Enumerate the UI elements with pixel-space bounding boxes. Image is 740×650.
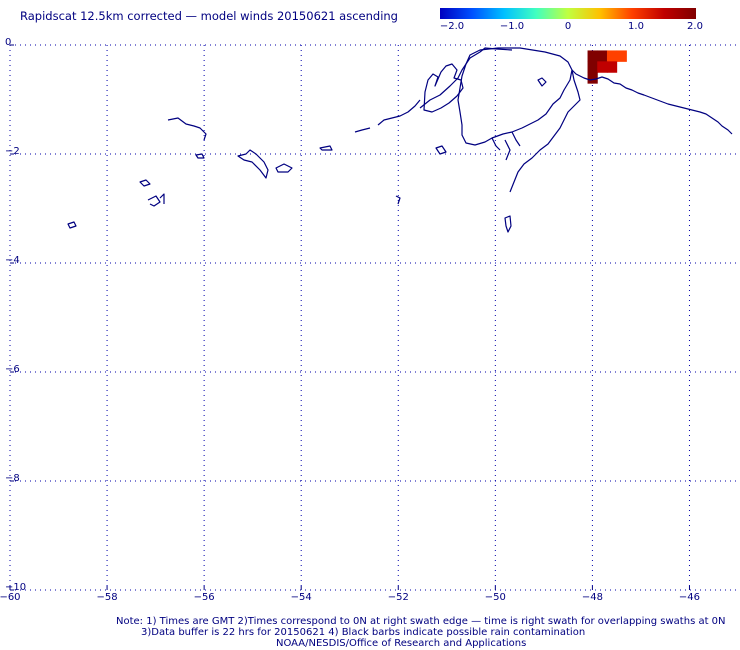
colorbar-tick: −1.0 — [499, 21, 525, 32]
colorbar-tick: −2.0 — [439, 21, 465, 32]
lake-outline-2 — [195, 153, 205, 159]
lake-outline-4 — [275, 163, 293, 173]
lake-outline-3 — [237, 149, 269, 179]
coastline-amazon-channel — [419, 47, 513, 109]
coastline — [67, 47, 733, 233]
longitude-label: −54 — [290, 592, 312, 603]
axis-ticks — [9, 44, 690, 591]
graticule — [9, 44, 738, 591]
longitude-label: −56 — [193, 592, 215, 603]
lake-outline-5 — [139, 179, 151, 187]
lake-outline-7 — [67, 221, 77, 229]
island-small-3 — [319, 145, 333, 151]
colorbar-gradient — [440, 8, 696, 19]
longitude-label: −58 — [96, 592, 118, 603]
coastline-inner-rivers — [491, 131, 521, 161]
note-line-3: NOAA/NESDIS/Office of Research and Appli… — [276, 638, 527, 649]
coastline-north-coast — [571, 69, 733, 135]
latitude-label: −4 — [5, 255, 20, 266]
wind-cell — [587, 72, 598, 84]
coastline-marajo — [457, 47, 573, 146]
island-small-5 — [504, 215, 512, 233]
island-small-2 — [435, 145, 447, 155]
longitude-label: −46 — [678, 592, 701, 603]
wind-cell — [606, 50, 618, 62]
colorbar-tick: 0 — [564, 21, 572, 32]
wind-cell — [616, 50, 627, 62]
latitude-label: −10 — [5, 582, 27, 593]
colorbar-tick: 1.0 — [628, 21, 644, 32]
wind-cell — [587, 61, 598, 73]
map-title: Rapidscat 12.5km corrected — model winds… — [20, 9, 398, 23]
latitude-label: −8 — [5, 473, 20, 484]
island-small-1 — [537, 77, 547, 87]
latitude-label: 0 — [5, 37, 12, 48]
wind-cell — [597, 61, 608, 73]
wind-cell — [606, 61, 618, 73]
coastline-west-shore — [354, 99, 421, 133]
longitude-label: −60 — [0, 592, 21, 603]
lake-outline-6 — [147, 193, 165, 207]
longitude-label: −52 — [387, 592, 409, 603]
latitude-label: −6 — [5, 364, 20, 375]
lake-outline-1 — [167, 117, 207, 141]
coastline-south-bay — [509, 69, 581, 193]
wind-difference-cells — [587, 50, 627, 84]
wind-cell — [597, 50, 608, 62]
island-small-4 — [395, 195, 401, 205]
longitude-label: −50 — [484, 592, 506, 603]
note-line-1: Note: 1) Times are GMT 2)Times correspon… — [116, 616, 726, 627]
note-line-2: 3)Data buffer is 22 hrs for 20150621 4) … — [141, 627, 586, 638]
latitude-label: −2 — [5, 146, 20, 157]
wind-cell — [587, 50, 598, 62]
colorbar: −2.0 −1.0 0 1.0 2.0 — [439, 8, 703, 32]
coastline-amazon-delta — [423, 63, 464, 113]
colorbar-tick: 2.0 — [687, 21, 703, 32]
longitude-label: −48 — [581, 592, 603, 603]
